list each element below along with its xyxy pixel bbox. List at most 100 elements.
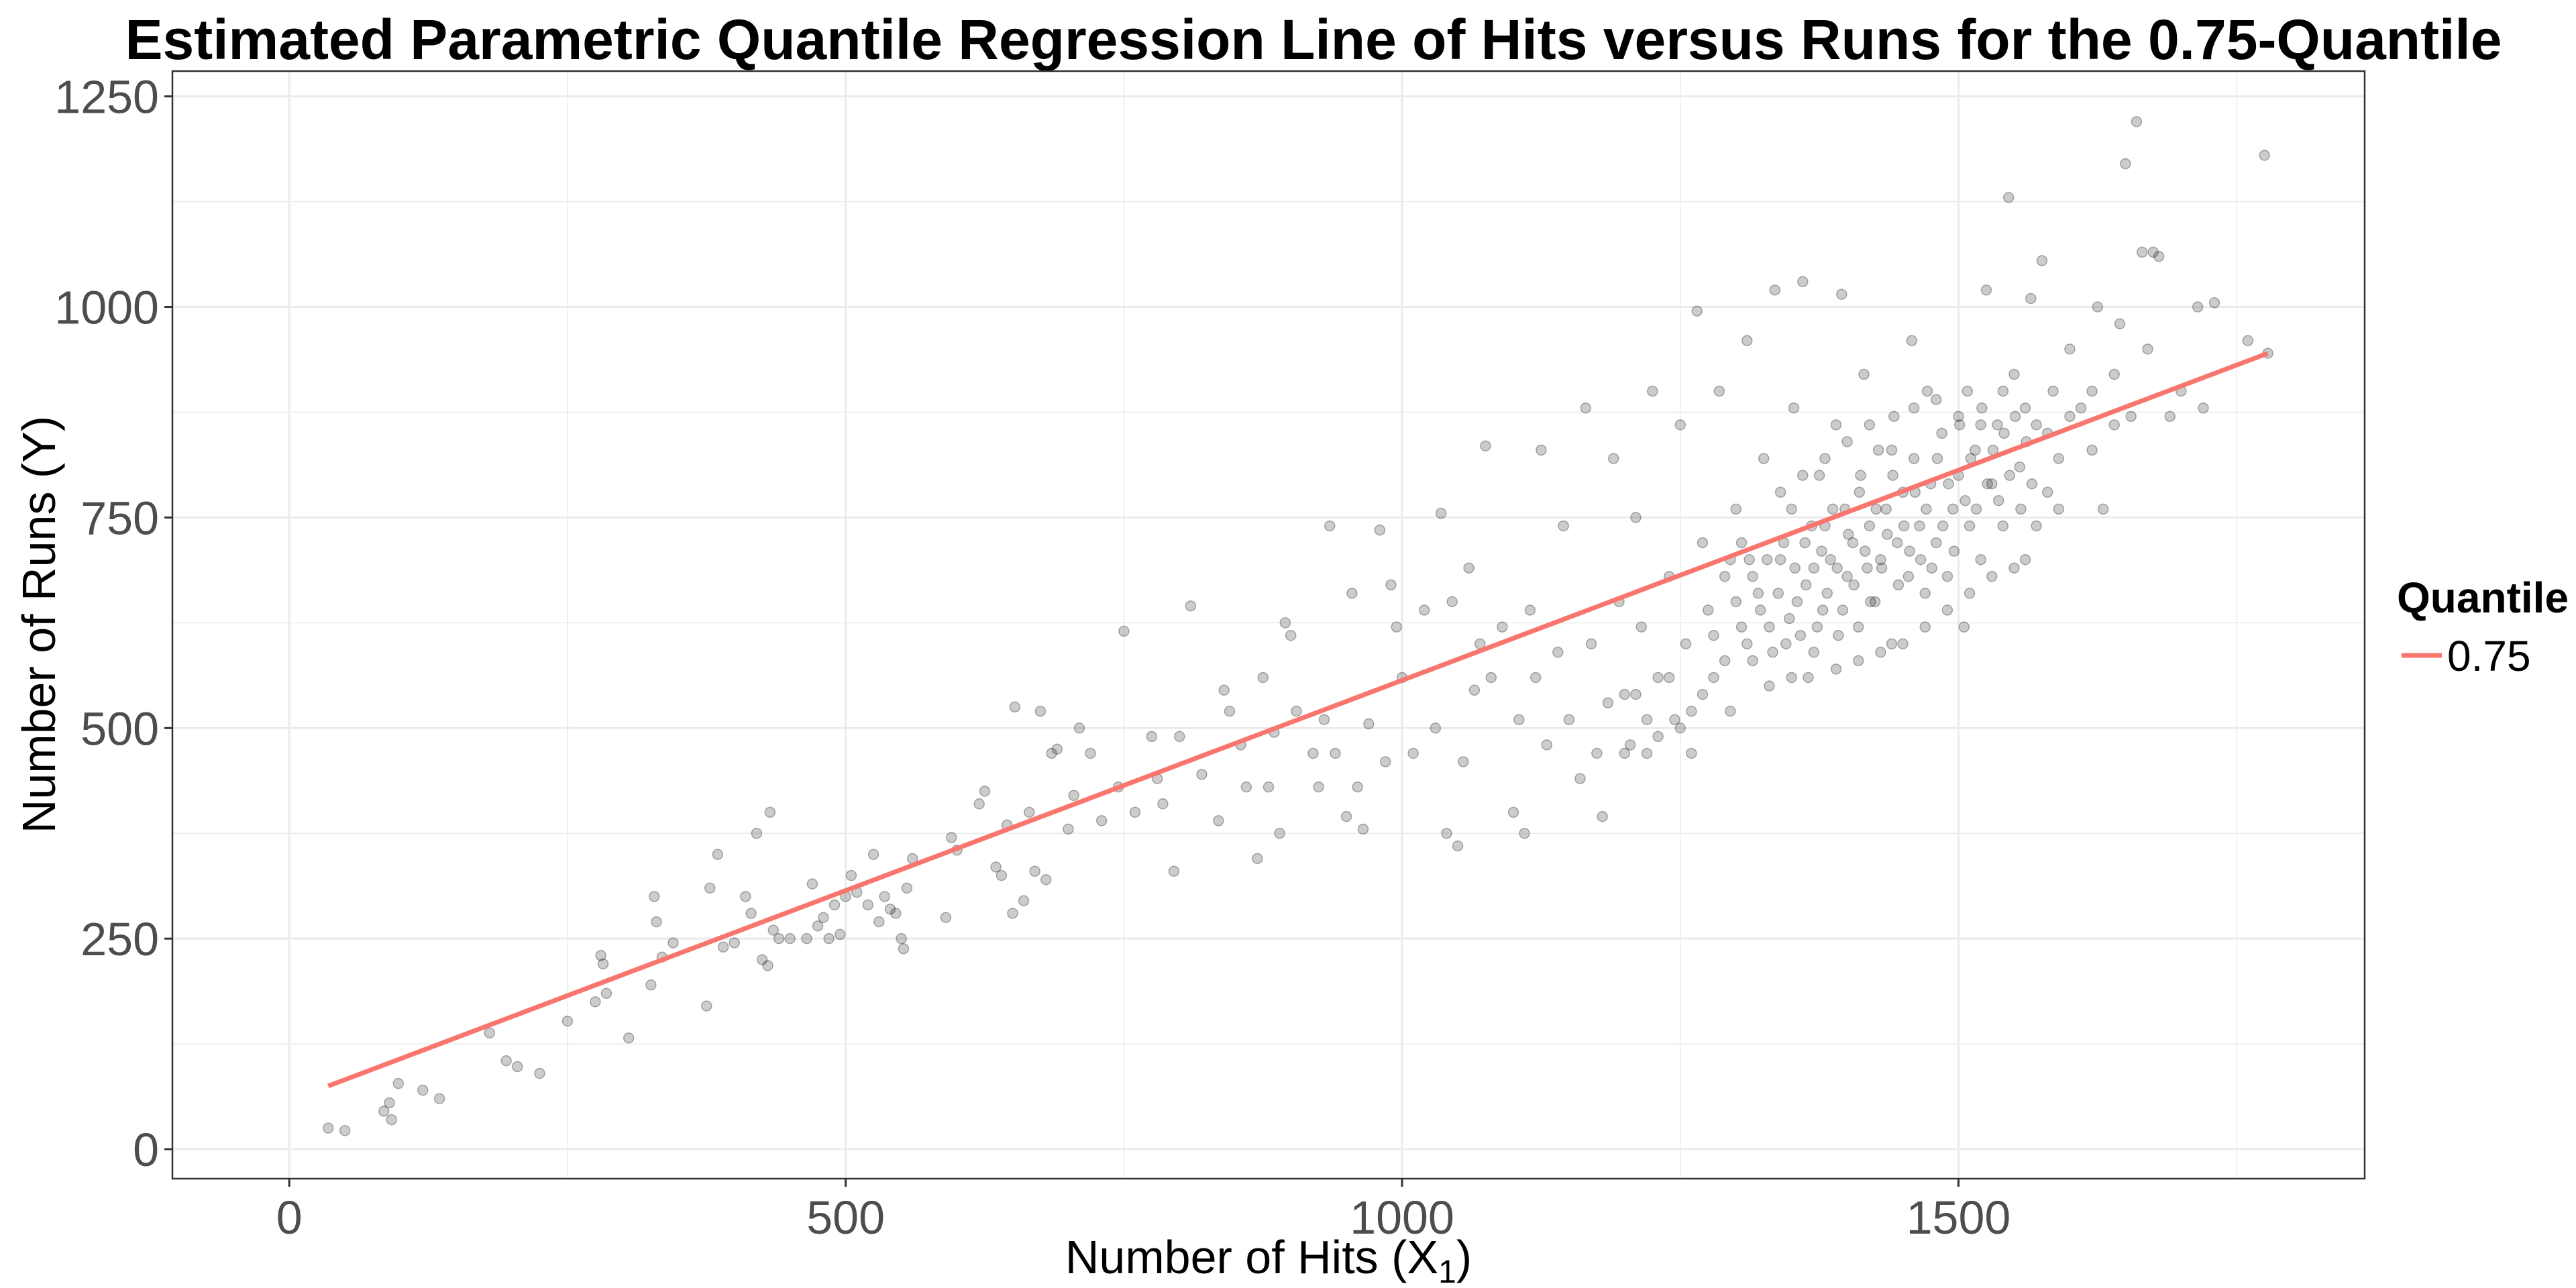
data-point bbox=[1964, 520, 1976, 532]
data-point bbox=[1379, 756, 1391, 767]
data-point bbox=[1630, 512, 1642, 523]
data-point bbox=[1018, 895, 1030, 906]
data-point bbox=[1998, 427, 2010, 439]
data-point bbox=[1986, 478, 1998, 490]
data-point bbox=[1887, 470, 1898, 481]
data-point bbox=[1865, 596, 1876, 608]
data-point bbox=[500, 1055, 512, 1067]
data-point bbox=[1063, 823, 1074, 835]
data-point bbox=[2019, 402, 2031, 414]
data-point bbox=[339, 1125, 351, 1136]
data-point bbox=[1669, 714, 1680, 725]
data-point bbox=[561, 1015, 574, 1027]
data-point bbox=[1869, 596, 1881, 608]
data-point bbox=[1743, 553, 1755, 566]
data-point bbox=[1908, 453, 1920, 464]
data-point bbox=[1886, 638, 1898, 649]
data-point bbox=[1095, 815, 1108, 826]
data-point bbox=[1833, 629, 1844, 641]
data-point bbox=[2114, 318, 2126, 329]
data-point bbox=[1597, 810, 1608, 822]
data-point bbox=[2153, 250, 2165, 262]
data-point bbox=[1875, 647, 1886, 658]
data-point bbox=[818, 912, 829, 924]
data-point bbox=[1085, 747, 1096, 759]
data-point bbox=[2142, 343, 2153, 355]
data-point bbox=[1563, 714, 1575, 725]
data-point bbox=[823, 932, 835, 945]
data-point bbox=[1385, 579, 1397, 591]
data-point bbox=[1962, 385, 1974, 397]
data-point bbox=[1992, 495, 2004, 506]
data-point bbox=[1827, 503, 1839, 515]
data-point bbox=[1816, 545, 1827, 557]
data-point bbox=[1608, 453, 1619, 464]
data-point bbox=[1652, 672, 1664, 684]
data-point bbox=[1291, 705, 1302, 717]
x-axis-title: Number of Hits (X1) bbox=[1065, 1231, 1472, 1288]
data-point bbox=[1848, 579, 1860, 591]
data-point bbox=[2025, 292, 2037, 305]
data-point bbox=[512, 1061, 523, 1073]
data-point bbox=[1446, 596, 1458, 608]
data-point bbox=[2019, 553, 2031, 566]
data-point bbox=[1257, 672, 1269, 684]
data-point bbox=[2002, 192, 2015, 203]
data-point bbox=[2041, 486, 2053, 498]
data-point bbox=[645, 979, 657, 991]
data-point bbox=[1619, 688, 1631, 700]
data-point bbox=[1313, 781, 1324, 793]
data-point bbox=[1841, 436, 1853, 447]
data-point bbox=[2009, 411, 2021, 423]
data-point bbox=[2014, 461, 2025, 473]
data-point bbox=[1580, 402, 1592, 414]
data-point bbox=[1652, 731, 1664, 743]
data-point bbox=[1758, 453, 1770, 464]
data-point bbox=[2004, 470, 2016, 481]
data-point bbox=[1068, 790, 1079, 801]
y-tick-label: 500 bbox=[80, 702, 159, 755]
data-point bbox=[1992, 419, 2003, 431]
data-point bbox=[1118, 625, 1130, 637]
data-point bbox=[1764, 680, 1775, 692]
data-point bbox=[1864, 520, 1876, 532]
data-point bbox=[378, 1106, 390, 1117]
data-point bbox=[649, 891, 660, 902]
data-point bbox=[873, 916, 885, 928]
data-point bbox=[1941, 571, 1953, 582]
data-point bbox=[1767, 647, 1778, 658]
data-point bbox=[1931, 453, 1943, 464]
data-point bbox=[1914, 520, 1925, 532]
data-point bbox=[1906, 335, 1918, 347]
data-point bbox=[1864, 419, 1876, 431]
data-point bbox=[1747, 655, 1758, 667]
data-point bbox=[1213, 815, 1224, 826]
data-point bbox=[1784, 612, 1795, 625]
data-point bbox=[945, 832, 957, 843]
data-point bbox=[806, 878, 818, 890]
data-point bbox=[1363, 718, 1375, 730]
data-point bbox=[1919, 621, 1931, 633]
data-point bbox=[1697, 537, 1709, 549]
data-point bbox=[901, 882, 913, 894]
data-point bbox=[600, 987, 612, 1000]
data-point bbox=[1975, 553, 1986, 566]
data-point bbox=[1129, 806, 1141, 818]
data-point bbox=[1789, 562, 1801, 574]
data-point bbox=[1430, 722, 1442, 734]
data-point bbox=[1855, 470, 1866, 481]
data-point bbox=[1185, 600, 1197, 612]
data-point bbox=[1943, 478, 1954, 490]
data-point bbox=[1324, 520, 1336, 532]
data-point bbox=[1797, 276, 1809, 288]
data-point bbox=[1808, 647, 1820, 658]
data-point bbox=[1680, 638, 1692, 649]
data-point bbox=[1635, 621, 1647, 633]
data-point bbox=[534, 1067, 545, 1079]
data-point bbox=[2015, 503, 2027, 515]
data-point bbox=[1240, 781, 1252, 793]
data-point bbox=[1799, 537, 1811, 549]
data-point bbox=[1872, 444, 1884, 456]
data-point bbox=[1318, 714, 1330, 725]
